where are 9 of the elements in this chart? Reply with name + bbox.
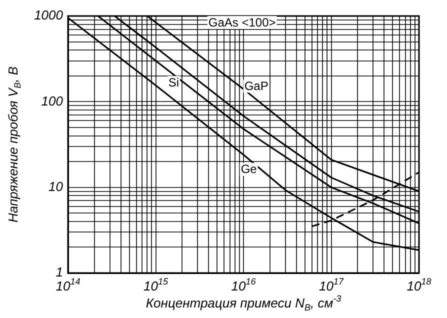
y-tick-label: 1000 bbox=[34, 8, 64, 23]
annotation: GaAs <100> bbox=[208, 15, 276, 30]
y-tick-label: 1 bbox=[56, 264, 64, 280]
y-axis-title: Напряжение пробоя VB, В bbox=[6, 66, 22, 223]
y-tick-label: 10 bbox=[48, 178, 64, 194]
y-tick-label: 100 bbox=[41, 93, 64, 108]
annotation: Si bbox=[168, 75, 179, 90]
annotation: GaP bbox=[244, 78, 268, 93]
annotation: Ge bbox=[240, 162, 258, 176]
